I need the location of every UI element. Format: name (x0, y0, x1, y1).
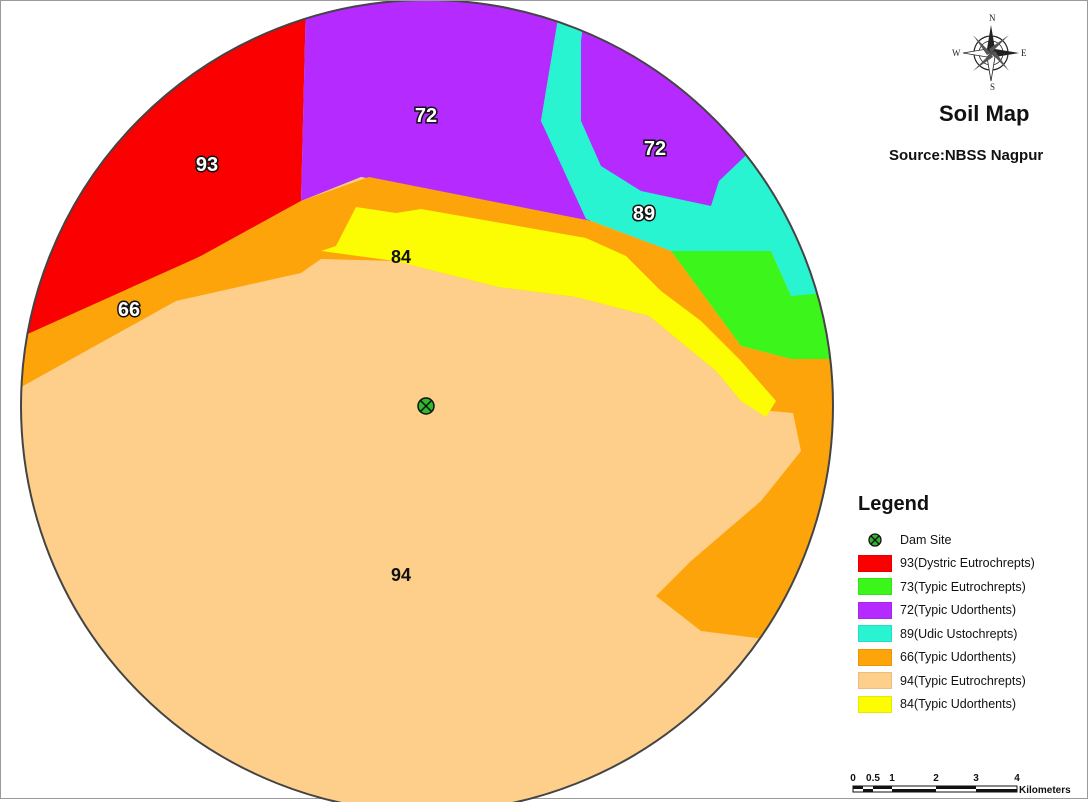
compass-south-label: S (990, 82, 996, 92)
scale-tick-1: 1 (889, 773, 895, 784)
zone-72-area (301, 1, 591, 221)
compass-east-label: E (1021, 48, 1027, 58)
legend-label: 93(Dystric Eutrochrepts) (900, 556, 1035, 571)
legend-label: 72(Typic Udorthents) (900, 603, 1017, 618)
legend-swatch (858, 648, 892, 666)
legend: Legend Dam Site 93(Dystric Eutrochrepts)… (858, 493, 1088, 716)
legend-item-93: 93(Dystric Eutrochrepts) (858, 552, 1088, 576)
legend-label: 73(Typic Eutrochrepts) (900, 579, 1026, 594)
map-title: Soil Map (939, 101, 1030, 126)
legend-item-dam-site: Dam Site (858, 528, 1088, 552)
scale-tick-4: 4 (1014, 773, 1020, 784)
legend-swatch (858, 554, 892, 572)
legend-swatch (858, 601, 892, 619)
legend-label: Dam Site (900, 532, 952, 547)
dam-site-icon (858, 531, 892, 548)
scale-tick-0: 0 (850, 773, 856, 784)
legend-item-89: 89(Udic Ustochrepts) (858, 622, 1088, 646)
scale-tick-2: 2 (933, 773, 939, 784)
zone-72-small-area (581, 1, 821, 206)
legend-item-84: 84(Typic Udorthents) (858, 693, 1088, 717)
dam-site-marker[interactable] (417, 397, 435, 415)
map-source: Source:NBSS Nagpur (889, 147, 1044, 164)
compass-rose-icon: N S E W (949, 13, 1039, 98)
legend-item-73: 73(Typic Eutrochrepts) (858, 575, 1088, 599)
legend-label: 66(Typic Udorthents) (900, 650, 1017, 665)
legend-swatch (858, 695, 892, 713)
zone-label-89: 89 (633, 203, 655, 225)
zone-label-94: 94 (391, 565, 411, 585)
legend-item-94: 94(Typic Eutrochrepts) (858, 669, 1088, 693)
zone-label-72-ne: 72 (644, 138, 666, 160)
map-circle-outline (20, 1, 834, 802)
scale-bar: 0 0.5 1 2 3 4 Kilometers (849, 771, 1089, 804)
legend-label: 94(Typic Eutrochrepts) (900, 673, 1026, 688)
scale-tick-3: 3 (973, 773, 979, 784)
zone-73-area (671, 251, 833, 361)
scale-unit: Kilometers (1019, 785, 1071, 796)
compass-west-label: W (952, 48, 961, 58)
legend-swatch (858, 625, 892, 643)
compass-north-label: N (989, 13, 996, 23)
zone-label-72: 72 (415, 105, 437, 127)
zone-label-84: 84 (391, 247, 411, 267)
legend-swatch (858, 672, 892, 690)
legend-label: 84(Typic Udorthents) (900, 697, 1017, 712)
legend-label: 89(Udic Ustochrepts) (900, 626, 1018, 641)
zone-label-66: 66 (118, 299, 140, 321)
zone-label-93: 93 (196, 154, 218, 176)
legend-item-66: 66(Typic Udorthents) (858, 646, 1088, 670)
legend-swatch (858, 578, 892, 596)
zone-84-area (321, 207, 776, 417)
scale-tick-0-5: 0.5 (866, 773, 880, 784)
legend-item-72: 72(Typic Udorthents) (858, 599, 1088, 623)
legend-title: Legend (858, 493, 930, 515)
